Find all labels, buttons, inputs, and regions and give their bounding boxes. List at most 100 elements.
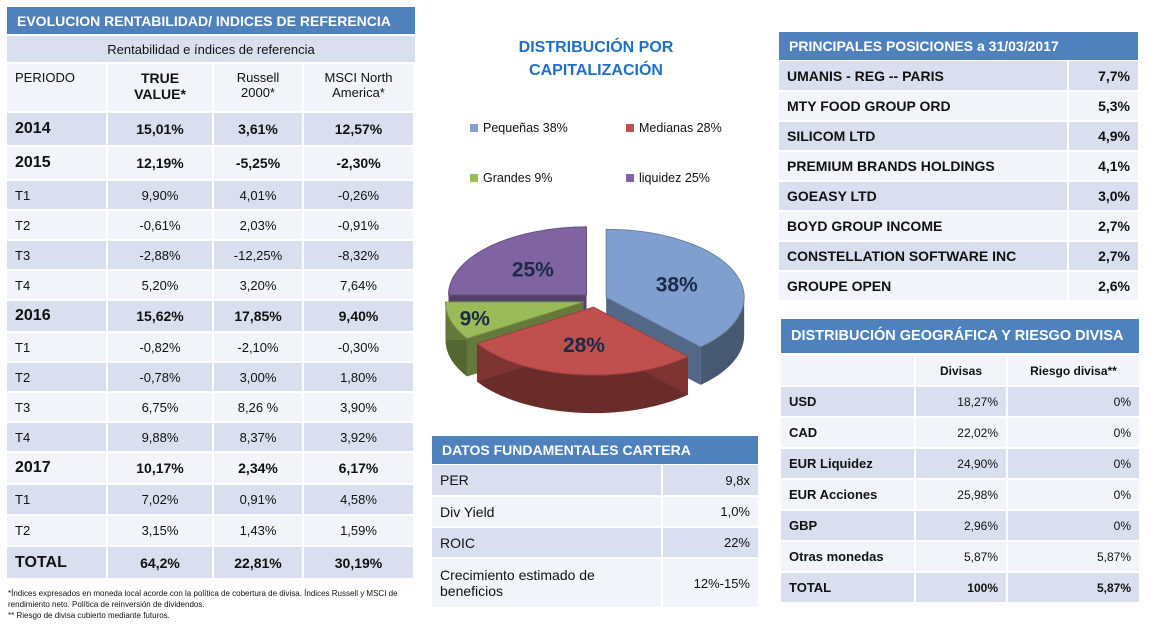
cell-name: GOEASY LTD: [779, 181, 1068, 212]
cell-russell: -12,25%: [213, 240, 304, 271]
cell-russell: 8,26 %: [213, 392, 304, 423]
cell-msci: 3,92%: [303, 422, 415, 453]
cell-msci: -2,30%: [303, 146, 415, 181]
rentabilidad-header-row: PERIODO TRUE VALUE* Russell 2000* MSCI N…: [7, 64, 415, 113]
cell-name: BOYD GROUP INCOME: [779, 211, 1068, 242]
cell-riesgo: 5,87%: [1006, 541, 1139, 573]
table-row: T2 3,15% 1,43% 1,59%: [7, 515, 415, 547]
cell-tv: 9,90%: [107, 180, 214, 211]
cell-tv: 15,01%: [107, 112, 214, 147]
table-row: T4 5,20% 3,20% 7,64%: [7, 270, 415, 301]
cell-msci: 9,40%: [303, 300, 415, 333]
cell-tv: 9,88%: [107, 422, 214, 453]
rentabilidad-subtitle: Rentabilidad e índices de referencia: [7, 36, 415, 62]
cell-divisas: 24,90%: [914, 448, 1007, 480]
rentabilidad-table: PERIODO TRUE VALUE* Russell 2000* MSCI N…: [7, 64, 415, 580]
fundamentales-table: PER 9,8x Div Yield 1,0% ROIC 22% Crecimi…: [432, 465, 758, 609]
table-row: EUR Liquidez 24,90% 0%: [781, 448, 1139, 480]
cell-msci: 4,58%: [303, 484, 415, 516]
pie-slice-side: [476, 343, 688, 414]
cell-periodo: T2: [7, 362, 108, 393]
cell-russell: 8,37%: [213, 422, 304, 453]
table-row: CAD 22,02% 0%: [781, 417, 1139, 449]
cell-msci: 6,17%: [303, 452, 415, 485]
footnote-1: *Índices expresados en moneda local acor…: [8, 589, 398, 609]
cell-tv: 12,19%: [107, 146, 214, 181]
table-row: SILICOM LTD 4,9%: [779, 121, 1138, 152]
fundamentales-header: DATOS FUNDAMENTALES CARTERA: [432, 436, 758, 464]
cell-periodo: T4: [7, 422, 108, 453]
cell-periodo: T3: [7, 392, 108, 423]
cell-russell: -5,25%: [213, 146, 304, 181]
table-row: USD 18,27% 0%: [781, 386, 1139, 418]
table-row: T3 6,75% 8,26 % 3,90%: [7, 392, 415, 423]
table-row: GOEASY LTD 3,0%: [779, 181, 1138, 212]
table-row: PER 9,8x: [432, 465, 758, 497]
legend-swatch: [626, 124, 634, 132]
table-row: T3 -2,88% -12,25% -8,32%: [7, 240, 415, 271]
legend-item: liquidez 25%: [626, 171, 710, 185]
table-row-total: TOTAL 100% 5,87%: [781, 572, 1139, 604]
cell-msci: 30,19%: [303, 546, 415, 580]
col-riesgo: Riesgo divisa**: [1006, 356, 1139, 387]
chart-title: DISTRIBUCIÓN POR CAPITALIZACIÓN: [518, 39, 674, 79]
cell-msci: 12,57%: [303, 112, 415, 147]
footnotes: *Índices expresados en moneda local acor…: [8, 588, 418, 621]
cell-divisas: 2,96%: [914, 510, 1007, 542]
table-row: T1 9,90% 4,01% -0,26%: [7, 180, 415, 211]
geografica-table: Divisas Riesgo divisa** USD 18,27% 0% CAD 2…: [781, 356, 1139, 604]
cell-label: Div Yield: [432, 496, 662, 528]
table-row: 2014 15,01% 3,61% 12,57%: [7, 112, 415, 147]
legend-item: Medianas 28%: [626, 121, 722, 135]
table-row: Div Yield 1,0%: [432, 496, 758, 528]
cell-msci: -8,32%: [303, 240, 415, 271]
cell-periodo: 2017: [7, 452, 108, 485]
legend-label: Pequeñas 38%: [483, 121, 568, 135]
cell-label: ROIC: [432, 527, 662, 559]
legend-swatch: [626, 174, 634, 182]
legend-label: Grandes 9%: [483, 171, 553, 185]
cell-tv: 6,75%: [107, 392, 214, 423]
cell-periodo: 2016: [7, 300, 108, 333]
table-row: GBP 2,96% 0%: [781, 510, 1139, 542]
cell-name: SILICOM LTD: [779, 121, 1068, 152]
cell-russell: 1,43%: [213, 515, 304, 547]
cell-name: EUR Acciones: [781, 479, 915, 511]
cell-periodo: T1: [7, 332, 108, 363]
table-row-total: TOTAL 64,2% 22,81% 30,19%: [7, 546, 415, 580]
table-row: GROUPE OPEN 2,6%: [779, 271, 1138, 302]
cell-periodo: T4: [7, 270, 108, 301]
cell-russell: 2,03%: [213, 210, 304, 241]
cell-tv: -0,82%: [107, 332, 214, 363]
rentabilidad-header: EVOLUCION RENTABILIDAD/ INDICES DE REFER…: [7, 7, 415, 34]
col-true-value: TRUE VALUE*: [107, 64, 214, 113]
cell-name: CAD: [781, 417, 915, 449]
legend-swatch: [470, 174, 478, 182]
col-blank: [781, 356, 915, 387]
pie-data-label: 38%: [656, 274, 698, 297]
table-row: ROIC 22%: [432, 527, 758, 559]
table-row: 2015 12,19% -5,25% -2,30%: [7, 146, 415, 181]
col-periodo: PERIODO: [7, 64, 108, 113]
table-row: T1 -0,82% -2,10% -0,30%: [7, 332, 415, 363]
cell-riesgo: 0%: [1006, 448, 1139, 480]
table-row: T4 9,88% 8,37% 3,92%: [7, 422, 415, 453]
cell-tv: 5,20%: [107, 270, 214, 301]
cell-msci: -0,91%: [303, 210, 415, 241]
cell-value: 4,1%: [1067, 151, 1138, 182]
cell-tv: 64,2%: [107, 546, 214, 580]
cell-riesgo: 0%: [1006, 417, 1139, 449]
cell-tv: -0,78%: [107, 362, 214, 393]
cell-tv: -2,88%: [107, 240, 214, 271]
cell-value: 3,0%: [1067, 181, 1138, 212]
cell-name: Otras monedas: [781, 541, 915, 573]
cell-riesgo: 0%: [1006, 510, 1139, 542]
posiciones-table: UMANIS - REG -- PARIS 7,7% MTY FOOD GROUP…: [779, 61, 1138, 302]
cell-divisas: 100%: [914, 572, 1007, 604]
table-row: EUR Acciones 25,98% 0%: [781, 479, 1139, 511]
pie-data-label: 25%: [512, 258, 554, 281]
cell-msci: 1,59%: [303, 515, 415, 547]
cell-value: 7,7%: [1067, 61, 1138, 92]
cell-name: GROUPE OPEN: [779, 271, 1068, 302]
cell-tv: 10,17%: [107, 452, 214, 485]
